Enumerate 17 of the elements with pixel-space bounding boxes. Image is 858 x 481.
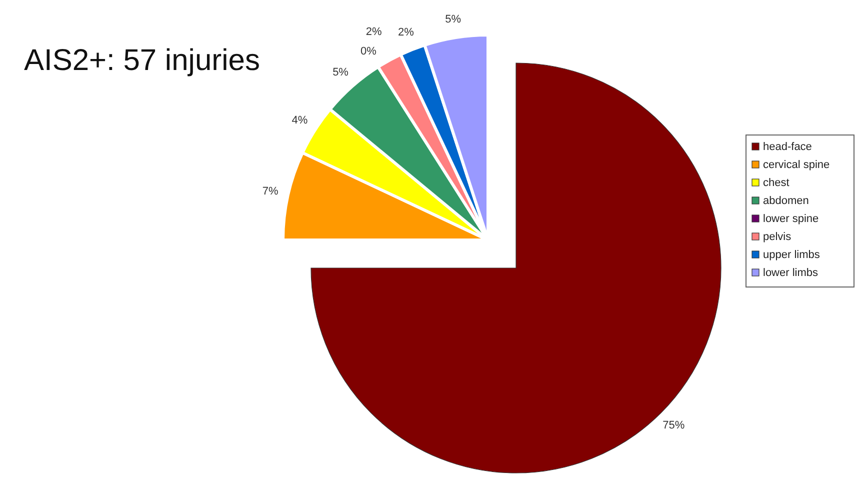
legend-label: lower spine: [763, 213, 819, 225]
legend-label: cervical spine: [763, 159, 830, 171]
legend-label: abdomen: [763, 195, 809, 207]
text: 0%: [360, 46, 376, 58]
legend-label: pelvis: [763, 231, 792, 243]
data-label: 5%: [445, 14, 462, 26]
legend-label: chest: [763, 177, 790, 189]
data-label: 5%: [332, 66, 349, 79]
data-label: 2%: [366, 26, 382, 38]
legend-label: lower limbs: [763, 267, 819, 279]
data-label: 2%: [398, 26, 414, 39]
data-label: 75%: [662, 420, 685, 432]
data-label: 7%: [262, 185, 279, 198]
legend-label: upper limbs: [763, 249, 820, 261]
legend-label: head-face: [763, 141, 812, 153]
text: AIS2+: 57 injuries: [24, 44, 260, 77]
data-label: 4%: [292, 114, 308, 126]
